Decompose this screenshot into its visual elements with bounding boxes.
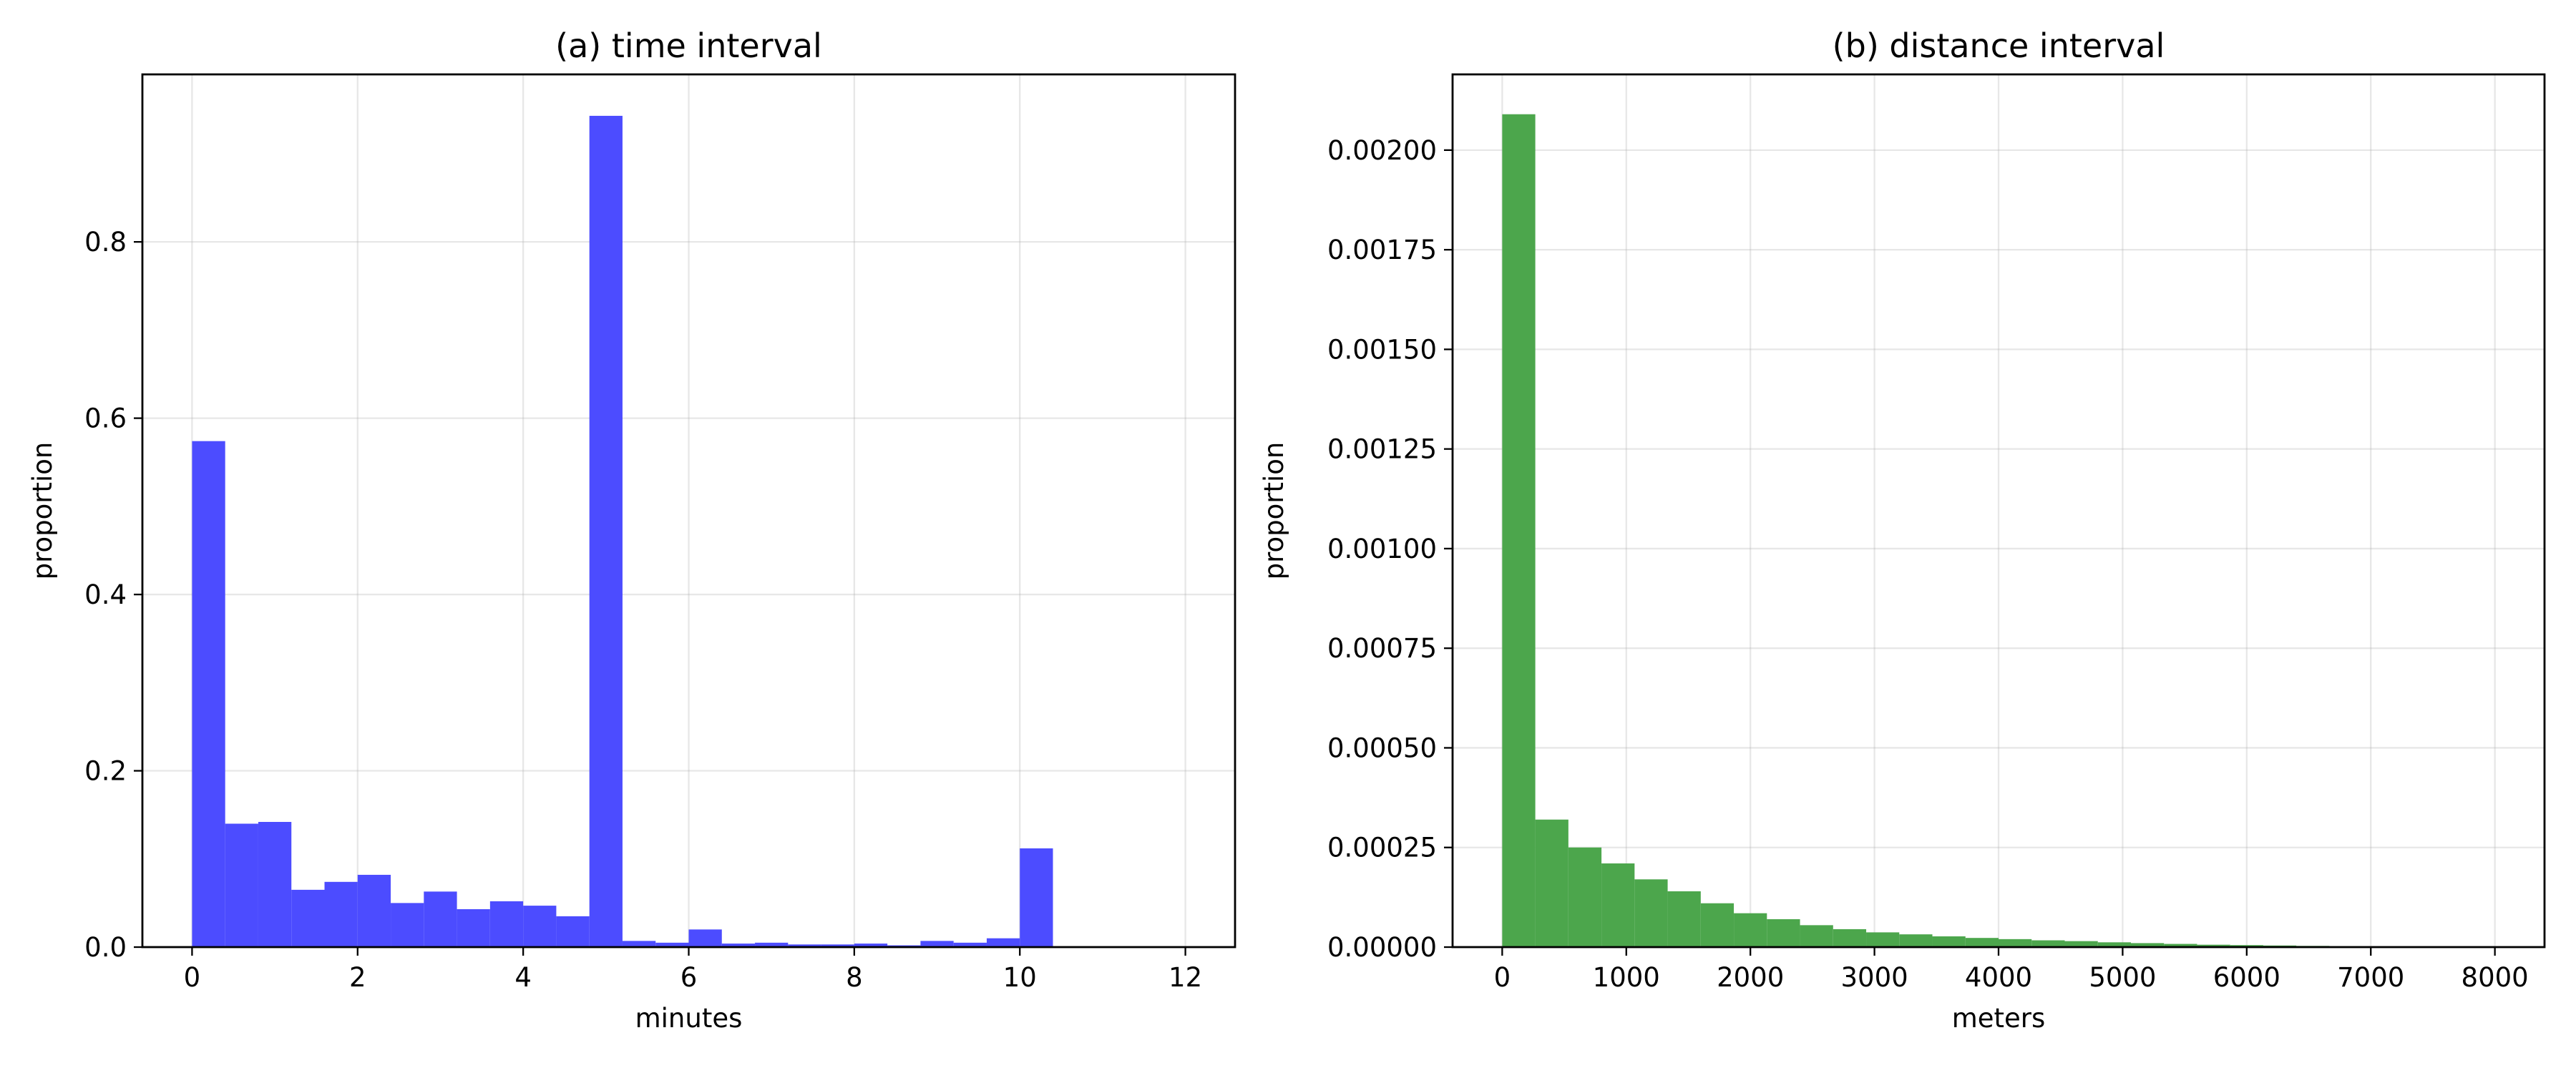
time-interval-histogram-bar bbox=[424, 891, 457, 947]
distance-interval-y-tick-label: 0.00000 bbox=[1327, 932, 1437, 963]
distance-interval-x-tick-label: 7000 bbox=[2337, 962, 2404, 993]
time-interval-histogram-bar bbox=[622, 941, 656, 947]
distance-interval-y-tick-label: 0.00200 bbox=[1327, 135, 1437, 166]
distance-interval-histogram-bar bbox=[2097, 942, 2131, 947]
distance-interval-x-tick-label: 2000 bbox=[1717, 962, 1784, 993]
time-interval-histogram-bar bbox=[755, 942, 789, 947]
distance-interval-x-tick-label: 4000 bbox=[1965, 962, 2032, 993]
time-interval-y-tick-label: 0.2 bbox=[84, 756, 127, 787]
distance-interval-y-tick-label: 0.00050 bbox=[1327, 733, 1437, 763]
distance-interval-y-tick-label: 0.00150 bbox=[1327, 334, 1437, 365]
distance-interval-x-tick-label: 5000 bbox=[2089, 962, 2156, 993]
distance-interval-y-tick-label: 0.00075 bbox=[1327, 633, 1437, 664]
time-interval-x-tick-label: 12 bbox=[1169, 962, 1202, 993]
time-interval-histogram-bar bbox=[953, 942, 987, 947]
distance-interval-histogram-bar bbox=[1734, 913, 1767, 947]
time-interval-y-tick-label: 0.0 bbox=[84, 932, 127, 963]
distance-interval-x-tick-label: 1000 bbox=[1593, 962, 1660, 993]
time-interval-histogram-bar bbox=[788, 944, 821, 947]
distance-interval-histogram-bar bbox=[1965, 938, 1999, 947]
time-interval-histogram-bar bbox=[721, 944, 756, 947]
distance-interval-histogram-bar bbox=[1700, 903, 1735, 947]
distance-interval-histogram-bar bbox=[1999, 939, 2032, 947]
distance-interval-x-tick-label: 3000 bbox=[1841, 962, 1908, 993]
distance-interval-histogram-bar bbox=[1568, 847, 1602, 947]
distance-interval-y-axis-label: proportion bbox=[1259, 442, 1289, 580]
time-interval-histogram-bar bbox=[688, 929, 722, 947]
time-interval-histogram-bar bbox=[986, 938, 1020, 947]
time-interval-x-tick-label: 6 bbox=[680, 962, 698, 993]
distance-interval-histogram-bar bbox=[1535, 819, 1568, 947]
distance-interval-histogram-bar bbox=[1866, 932, 1900, 947]
distance-interval-y-tick-label: 0.00125 bbox=[1327, 434, 1437, 465]
distance-interval-y-tick-label: 0.00100 bbox=[1327, 534, 1437, 564]
time-interval-histogram-bar bbox=[854, 944, 888, 947]
time-interval-panel: 0 2 4 6 8 10 12 0.0 0.2 0.4 0.6 0.8 (a) time interv… bbox=[27, 26, 1236, 1034]
time-interval-x-tick-label: 4 bbox=[514, 962, 532, 993]
distance-interval-histogram-bar bbox=[1932, 936, 1966, 947]
distance-interval-y-tick-label: 0.00175 bbox=[1327, 235, 1437, 265]
time-interval-x-tick-label: 10 bbox=[1003, 962, 1037, 993]
time-interval-plot-frame bbox=[141, 73, 1236, 949]
distance-interval-histogram-bar bbox=[1667, 891, 1701, 947]
distance-interval-x-axis-label: meters bbox=[1952, 1003, 2046, 1034]
time-interval-histogram-bar bbox=[821, 944, 854, 947]
time-interval-histogram-bar bbox=[391, 903, 424, 947]
time-interval-histogram-bar bbox=[589, 115, 623, 947]
time-interval-title: (a) time interval bbox=[555, 26, 822, 65]
time-interval-histogram-bar bbox=[457, 909, 490, 947]
distance-interval-histogram-bar bbox=[1800, 925, 1833, 947]
time-interval-histogram-bar bbox=[225, 823, 258, 947]
time-interval-histogram-bar bbox=[357, 874, 391, 947]
time-interval-histogram-bar bbox=[489, 901, 524, 947]
distance-interval-histogram-bar bbox=[2164, 944, 2197, 947]
distance-interval-histogram-bar bbox=[2130, 943, 2165, 947]
time-interval-histogram-bar bbox=[920, 941, 954, 947]
distance-interval-histogram-bar bbox=[2197, 944, 2230, 947]
time-interval-y-tick-label: 0.6 bbox=[84, 403, 127, 434]
distance-interval-histogram-bar bbox=[1767, 919, 1800, 947]
time-interval-y-axis-label: proportion bbox=[27, 442, 58, 580]
time-interval-x-axis-label: minutes bbox=[635, 1003, 743, 1034]
distance-interval-histogram-bar bbox=[1899, 934, 1933, 947]
distance-interval-x-tick-label: 0 bbox=[1494, 962, 1511, 993]
distance-interval-histogram-bar bbox=[1502, 114, 1536, 947]
time-interval-histogram-bar bbox=[523, 906, 557, 947]
time-interval-histogram-bar bbox=[556, 916, 590, 947]
time-interval-histogram-bar bbox=[324, 881, 358, 947]
time-interval-y-tick-label: 0.4 bbox=[84, 579, 127, 610]
time-interval-x-tick-label: 2 bbox=[349, 962, 366, 993]
time-interval-x-tick-label: 8 bbox=[846, 962, 863, 993]
distance-interval-histogram-bar bbox=[1601, 863, 1635, 947]
time-interval-x-tick-label: 0 bbox=[184, 962, 201, 993]
time-interval-histogram-bar bbox=[1020, 848, 1053, 947]
distance-interval-panel: 0 1000 2000 3000 4000 5000 6000 7000 8000 0.00000… bbox=[1259, 26, 2546, 1034]
distance-interval-y-tick-label: 0.00025 bbox=[1327, 833, 1437, 863]
distance-interval-x-tick-label: 6000 bbox=[2213, 962, 2280, 993]
distance-interval-histogram-bar bbox=[1634, 879, 1668, 947]
distance-interval-title: (b) distance interval bbox=[1833, 26, 2165, 65]
distance-interval-x-tick-label: 8000 bbox=[2462, 962, 2529, 993]
distance-interval-plot-frame bbox=[1451, 73, 2546, 949]
time-interval-y-tick-label: 0.8 bbox=[84, 227, 127, 258]
distance-interval-histogram-bar bbox=[1833, 929, 1867, 947]
time-interval-histogram-bar bbox=[655, 942, 689, 947]
distance-interval-histogram-bar bbox=[2031, 940, 2065, 947]
time-interval-histogram-bar bbox=[192, 441, 225, 947]
time-interval-histogram-bar bbox=[291, 889, 325, 947]
time-interval-histogram-bar bbox=[258, 822, 292, 947]
distance-interval-histogram-bar bbox=[2064, 941, 2098, 947]
